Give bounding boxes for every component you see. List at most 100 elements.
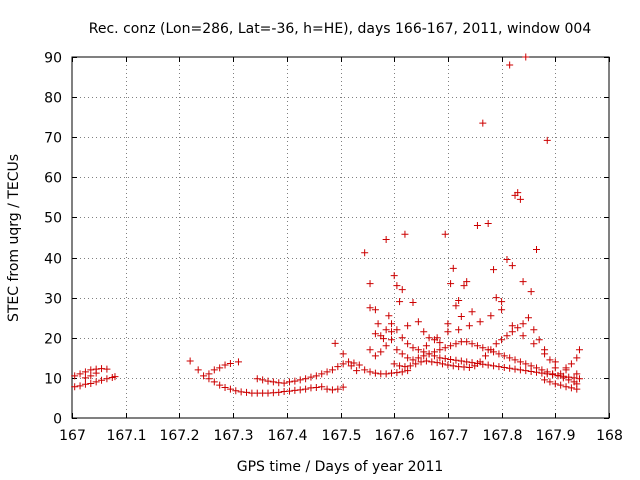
data-point (328, 386, 336, 394)
data-point (557, 381, 565, 389)
data-point (385, 312, 393, 320)
data-point (522, 367, 530, 375)
data-point (285, 378, 293, 386)
data-point (573, 354, 581, 362)
data-point (490, 266, 498, 274)
data-point (460, 282, 468, 290)
data-point (296, 386, 304, 394)
data-point (471, 362, 479, 370)
data-point (382, 236, 390, 244)
data-point (420, 348, 428, 356)
data-point (371, 352, 379, 360)
data-point (269, 378, 277, 386)
data-point (546, 356, 554, 364)
data-point (447, 280, 455, 288)
data-point (323, 385, 331, 393)
data-point (108, 373, 116, 381)
y-tick-label: 10 (44, 372, 62, 388)
chart-title: Rec. conz (Lon=286, Lat=-36, h=HE), days… (89, 21, 592, 37)
data-point (285, 387, 293, 395)
data-point (71, 383, 79, 391)
data-point (514, 189, 522, 197)
data-point (366, 368, 374, 376)
data-point (334, 385, 342, 393)
data-point (81, 380, 89, 388)
data-point (345, 358, 353, 366)
data-point (388, 320, 396, 328)
plot-frame (71, 56, 610, 419)
data-point (439, 360, 447, 368)
data-point (516, 366, 524, 374)
x-tick-label: 167.9 (535, 428, 575, 444)
data-point (436, 354, 444, 362)
data-point (522, 53, 530, 61)
data-point (390, 360, 398, 368)
data-point (353, 367, 361, 375)
data-point (234, 358, 242, 366)
data-point (103, 375, 111, 383)
data-point (398, 368, 406, 376)
data-point (503, 332, 511, 340)
data-point (573, 385, 581, 393)
data-point (575, 375, 583, 383)
data-point (302, 375, 310, 383)
data-point (516, 195, 524, 203)
data-point (495, 363, 503, 371)
data-point (334, 363, 342, 371)
data-point (533, 368, 541, 376)
data-point (81, 374, 89, 382)
data-point (551, 364, 559, 372)
data-point (87, 366, 95, 374)
data-point (382, 342, 390, 350)
data-point (259, 376, 267, 384)
data-point (522, 360, 530, 368)
data-point (366, 346, 374, 354)
y-tick-label: 90 (44, 51, 62, 67)
data-point (449, 362, 457, 370)
data-point (511, 365, 519, 373)
data-point (422, 342, 430, 350)
data-point (473, 342, 481, 350)
data-point (481, 352, 489, 360)
data-point (452, 356, 460, 364)
data-point (551, 358, 559, 366)
data-point (393, 369, 401, 377)
data-point (457, 357, 465, 365)
data-point (226, 359, 234, 367)
data-point (428, 358, 436, 366)
data-point (409, 298, 417, 306)
data-point (543, 370, 551, 378)
data-point (463, 278, 471, 286)
data-point (404, 322, 412, 330)
data-point (361, 366, 369, 374)
x-tick-label: 167.8 (482, 428, 522, 444)
data-point (205, 375, 213, 383)
data-point (546, 378, 554, 386)
data-point (406, 362, 414, 370)
y-tick-label: 80 (44, 91, 62, 107)
x-tick-label: 167.3 (213, 428, 253, 444)
data-point (503, 256, 511, 264)
data-point (232, 387, 240, 395)
data-point (498, 298, 506, 306)
data-point (323, 368, 331, 376)
data-point (339, 350, 347, 358)
data-point (508, 328, 516, 336)
data-point (506, 61, 514, 69)
data-point (361, 249, 369, 257)
data-point (296, 376, 304, 384)
data-point (500, 363, 508, 371)
data-point (479, 119, 487, 127)
data-point (524, 314, 532, 322)
y-tick-label: 70 (44, 131, 62, 147)
data-point (312, 372, 320, 380)
data-point (264, 377, 272, 385)
data-point (530, 326, 538, 334)
data-point (444, 361, 452, 369)
axis-ticks: 167 167.1 167.2 167.3 167.4 167.5 167.6 167.7 16… (44, 51, 623, 445)
data-point (533, 246, 541, 254)
data-point (210, 378, 218, 386)
data-point (463, 358, 471, 366)
data-point (468, 308, 476, 316)
